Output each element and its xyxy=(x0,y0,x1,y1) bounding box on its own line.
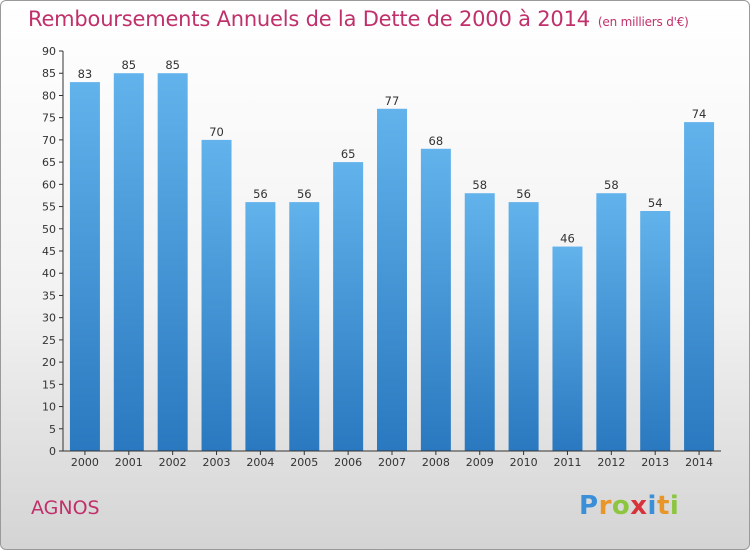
data-label-2013: 54 xyxy=(648,196,663,210)
bar-2012 xyxy=(596,193,627,451)
x-axis: 2000 2001 2002 2003 2004 2005 2006 2007 2008 2009… xyxy=(63,450,721,469)
bars: 83 85 85 70 56 56 65 77 68 58 56 46 58 54 74 xyxy=(69,58,715,452)
y-tick-label: 35 xyxy=(42,289,56,302)
y-tick-label: 10 xyxy=(42,401,56,414)
y-tick-label: 20 xyxy=(42,356,56,369)
y-tick-label: 0 xyxy=(49,445,56,458)
data-label-2004: 56 xyxy=(253,187,268,201)
logo-letter: x xyxy=(630,491,648,521)
y-tick-label: 25 xyxy=(42,334,56,347)
data-label-2008: 68 xyxy=(429,134,444,148)
bar-2013 xyxy=(640,211,671,451)
y-tick-label: 90 xyxy=(42,45,56,58)
y-tick-label: 30 xyxy=(42,312,56,325)
logo-letter: P xyxy=(579,491,599,521)
data-label-2005: 56 xyxy=(297,187,312,201)
y-tick-label: 70 xyxy=(42,134,56,147)
bar-2001 xyxy=(113,73,144,451)
logo-letter: i xyxy=(647,491,657,521)
data-label-2006: 65 xyxy=(341,147,356,161)
y-tick-label: 60 xyxy=(42,178,56,191)
logo-letter: i xyxy=(669,491,680,521)
chart-title: Remboursements Annuels de la Dette de 20… xyxy=(28,7,689,31)
y-tick-label: 50 xyxy=(42,223,56,236)
y-tick-label: 15 xyxy=(42,378,56,391)
bar-2005 xyxy=(289,202,320,451)
data-label-2003: 70 xyxy=(209,125,224,139)
data-label-2001: 85 xyxy=(121,58,136,72)
data-label-2009: 58 xyxy=(472,178,487,192)
data-label-2007: 77 xyxy=(385,94,400,108)
y-tick-label: 40 xyxy=(42,267,56,280)
bar-2007 xyxy=(377,108,407,452)
y-tick-label: 55 xyxy=(42,201,56,214)
x-tick-label-2001: 2001 xyxy=(115,456,143,469)
x-tick-label-2006: 2006 xyxy=(334,456,362,469)
x-tick-label-2014: 2014 xyxy=(685,456,713,469)
bar-2004 xyxy=(245,202,276,451)
bar-2010 xyxy=(508,202,539,451)
chart-subtitle: (en milliers d'€) xyxy=(597,15,689,29)
x-tick-label-2005: 2005 xyxy=(290,456,318,469)
y-tick-label: 75 xyxy=(42,112,56,125)
bar-2009 xyxy=(464,193,495,451)
bar-2000 xyxy=(69,82,100,451)
data-label-2014: 74 xyxy=(692,107,707,121)
proxiti-logo: Proxiti xyxy=(579,491,679,521)
x-tick-label-2010: 2010 xyxy=(510,456,538,469)
x-tick-label-2009: 2009 xyxy=(466,456,494,469)
y-tick-label: 80 xyxy=(42,89,56,102)
y-tick-label: 85 xyxy=(42,67,56,80)
commune-name: AGNOS xyxy=(31,497,100,519)
bar-2002 xyxy=(157,73,188,451)
y-tick-label: 45 xyxy=(42,245,56,258)
bar-2006 xyxy=(333,162,364,451)
data-label-2000: 83 xyxy=(78,67,93,81)
data-label-2002: 85 xyxy=(165,58,180,72)
data-label-2012: 58 xyxy=(604,178,619,192)
bar-2008 xyxy=(420,148,451,451)
x-tick-label-2002: 2002 xyxy=(159,456,187,469)
logo-letter: t xyxy=(656,491,670,521)
data-label-2010: 56 xyxy=(516,187,531,201)
x-tick-label-2013: 2013 xyxy=(641,456,669,469)
x-tick-label-2012: 2012 xyxy=(597,456,625,469)
data-label-2011: 46 xyxy=(560,232,575,246)
bar-2014 xyxy=(684,122,715,451)
x-tick-label-2008: 2008 xyxy=(422,456,450,469)
x-tick-label-2004: 2004 xyxy=(246,456,274,469)
y-tick-label: 65 xyxy=(42,156,56,169)
x-tick-label-2011: 2011 xyxy=(553,456,581,469)
x-tick-label-2007: 2007 xyxy=(378,456,406,469)
logo-letter: r xyxy=(598,491,612,521)
bar-2003 xyxy=(201,139,232,451)
y-tick-label: 5 xyxy=(49,423,56,436)
x-tick-label-2000: 2000 xyxy=(71,456,99,469)
logo-letter: o xyxy=(611,491,631,521)
y-axis: 0 5 10 15 20 25 30 35 40 45 50 55 60 65 70 75 80 85 90 xyxy=(42,45,64,458)
x-tick-label-2003: 2003 xyxy=(203,456,231,469)
bar-2011 xyxy=(552,246,583,451)
